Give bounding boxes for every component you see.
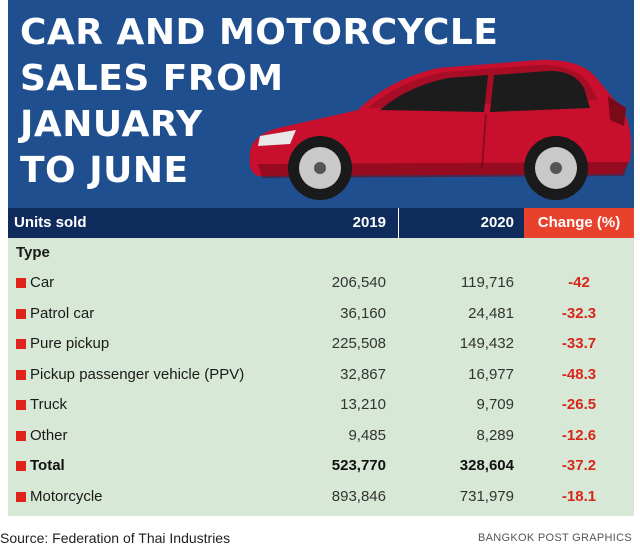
title-line-3: JANUARY — [20, 104, 203, 145]
row-value-2019: 523,770 — [331, 457, 386, 474]
table-row: Pickup passenger vehicle (PPV) 32,867 16,9… — [8, 360, 634, 390]
row-value-change: -42 — [568, 274, 590, 291]
table-row: Total 523,770 328,604 -37.2 — [8, 451, 634, 481]
row-value-2020: 731,979 — [459, 487, 514, 505]
row-value-2019: 9,485 — [348, 426, 386, 444]
row-value-2020: 24,481 — [468, 304, 514, 322]
row-value-change: -32.3 — [561, 304, 597, 322]
header-units-sold: Units sold — [14, 214, 87, 231]
row-value-change: -37.2 — [561, 457, 597, 474]
row-value-2020: 9,709 — [476, 396, 514, 413]
red-square-bullet-icon — [16, 308, 26, 319]
table-row: Pure pickup 225,508 149,432 -33.7 — [8, 329, 634, 359]
table-row: Other 9,485 8,289 -12.6 — [8, 421, 634, 451]
header-change: Change (%) — [524, 208, 634, 238]
header-banner: CAR AND MOTORCYCLE SALES FROM JANUARY TO… — [8, 0, 634, 208]
row-value-2020: 16,977 — [468, 365, 514, 383]
title-line-2: SALES FROM — [20, 58, 284, 99]
title-line-1: CAR AND MOTORCYCLE — [20, 12, 499, 53]
row-value-2020: 328,604 — [459, 457, 514, 474]
red-square-bullet-icon — [16, 339, 26, 349]
row-value-2019: 32,867 — [340, 365, 386, 383]
red-square-bullet-icon — [16, 491, 26, 502]
chart-title: CAR AND MOTORCYCLE SALES FROM JANUARY TO… — [20, 10, 498, 194]
row-value-2020: 119,716 — [460, 274, 514, 291]
row-value-change: -33.7 — [561, 335, 597, 352]
column-divider-2019 — [398, 208, 399, 238]
row-type-label: Pickup passenger vehicle (PPV) — [30, 365, 245, 383]
row-value-change: -48.3 — [561, 365, 597, 383]
table-row: Truck 13,210 9,709 -26.5 — [8, 390, 634, 420]
row-type-label: Car — [30, 274, 55, 291]
table-row: Car 206,540 119,716 -42 — [8, 268, 634, 298]
row-type-label: Pure pickup — [30, 335, 110, 352]
sales-table: Units sold 2019 2020 Change (%) Type Car… — [8, 208, 634, 516]
row-type-label: Truck — [30, 396, 67, 413]
row-value-2019: 893,846 — [331, 487, 386, 505]
header-2020: 2020 — [480, 214, 514, 231]
row-value-2019: 206,540 — [331, 274, 386, 291]
red-square-bullet-icon — [16, 369, 26, 380]
red-square-bullet-icon — [16, 461, 26, 471]
row-type-label: Other — [30, 426, 68, 444]
row-value-2019: 13,210 — [340, 396, 386, 413]
row-type-label: Motorcycle — [30, 487, 103, 505]
row-value-change: -26.5 — [561, 396, 597, 413]
row-value-change: -12.6 — [561, 426, 597, 444]
row-type-label: Total — [30, 457, 65, 474]
red-square-bullet-icon — [16, 430, 26, 441]
title-line-4: TO JUNE — [20, 150, 189, 191]
red-square-bullet-icon — [16, 400, 26, 410]
row-value-2019: 225,508 — [331, 335, 386, 352]
header-2019: 2019 — [352, 214, 386, 231]
red-square-bullet-icon — [16, 278, 26, 288]
type-group-label: Type — [16, 244, 50, 261]
red-hatchback-car-icon — [249, 59, 632, 200]
row-type-label: Patrol car — [30, 304, 95, 322]
table-row: Motorcycle 893,846 731,979 -18.1 — [8, 482, 634, 512]
source-note: Source: Federation of Thai Industries — [0, 530, 231, 546]
row-value-2019: 36,160 — [340, 304, 386, 322]
graphics-credit: BANGKOK POST GRAPHICS — [477, 532, 632, 544]
row-value-2020: 149,432 — [459, 335, 514, 352]
row-value-change: -18.1 — [561, 487, 597, 505]
row-value-2020: 8,289 — [476, 426, 514, 444]
table-row: Patrol car 36,160 24,481 -32.3 — [8, 299, 634, 329]
table-header: Units sold 2019 2020 Change (%) — [8, 208, 634, 238]
